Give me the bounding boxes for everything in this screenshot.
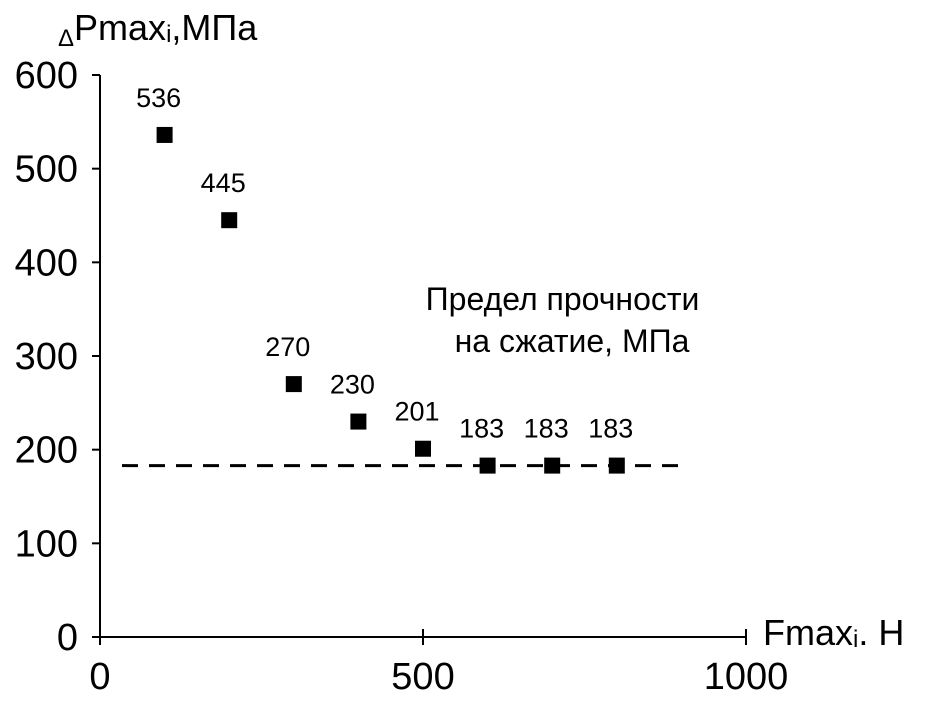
data-label: 536 [136,83,181,113]
y-axis-title-unit: ,МПа [171,7,258,48]
data-point [608,457,625,474]
annotation-line-2: на сжатие, МПа [455,323,690,359]
y-axis-title-subscript: i [166,21,171,48]
axes: 0 100 200 300 400 500 600 0 500 1000 [15,55,789,698]
data-point [156,126,173,143]
data-label: 183 [459,414,504,444]
y-tick-label: 0 [57,617,78,659]
y-tick-label: 500 [15,149,78,191]
annotation-text: Предел прочности на сжатие, МПа [426,281,709,359]
y-tick-label: 200 [15,430,78,472]
data-label: 230 [330,370,375,400]
y-axis-title: ΔPmaxi,МПа [58,7,258,52]
data-label: 183 [588,414,633,444]
data-label: 445 [201,168,246,198]
y-tick-label: 400 [15,242,78,284]
y-tick-label: 100 [15,523,78,565]
data-point [285,376,302,393]
y-axis-title-main: Pmax [74,7,166,48]
data-label: 270 [265,332,310,362]
y-tick-label: 600 [15,55,78,97]
data-point [221,212,238,229]
data-label: 183 [524,414,569,444]
x-axis-title-subscript: i [853,626,858,653]
x-tick-label: 500 [391,656,454,698]
x-tick-label: 1000 [704,656,789,698]
x-axis-title: Fmaxi. Н [763,612,904,653]
data-point [479,457,496,474]
data-label: 201 [394,397,439,427]
x-tick-label: 0 [89,656,110,698]
x-axis-title-main: Fmax [763,612,853,653]
x-axis-title-unit: . Н [858,612,904,653]
data-point [415,440,431,457]
data-point [350,413,367,430]
y-axis-title-prefix: Δ [58,25,74,52]
data-point [544,457,561,474]
data-points: 536 445 270 230 201 183 183 183 [136,83,633,474]
y-tick-label: 300 [15,336,78,378]
annotation-line-1: Предел прочности [426,281,700,317]
